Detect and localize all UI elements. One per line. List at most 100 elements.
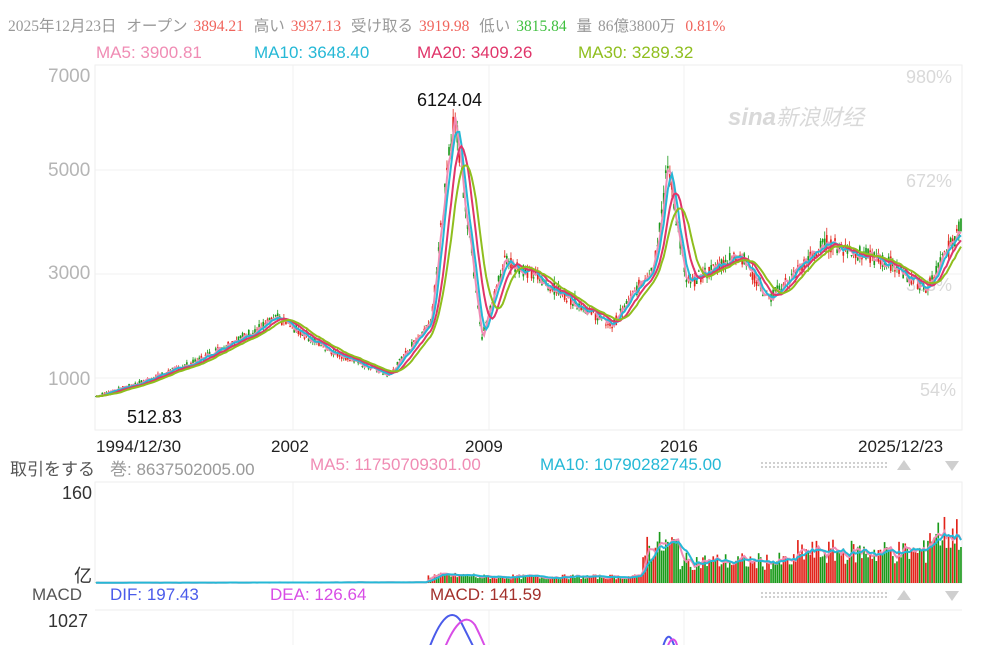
macd-expand-icon[interactable] — [945, 591, 959, 601]
volume-bar — [683, 559, 686, 583]
volume-bar — [803, 559, 805, 583]
ma10-line — [95, 130, 962, 398]
volume-bar — [565, 578, 568, 583]
volume-bar — [912, 547, 915, 583]
volume-bar — [446, 573, 448, 583]
volume-bar — [563, 574, 566, 583]
volume-bar — [945, 547, 948, 583]
candle-body — [503, 255, 506, 258]
volume-bar — [687, 560, 690, 583]
candle-body — [241, 332, 244, 338]
high-label: 高い — [253, 18, 285, 35]
candle-body — [749, 274, 752, 276]
candle-body — [790, 273, 793, 275]
y-tick-5000: 5000 — [48, 160, 91, 181]
volume-bar — [875, 560, 878, 583]
volume-bar — [505, 577, 508, 583]
volume-bar — [489, 578, 492, 583]
candle-body — [497, 275, 500, 282]
volume-bar — [854, 562, 857, 583]
volume-bar — [834, 560, 836, 583]
y-right-tick-980: 980% — [906, 67, 953, 87]
volume-bar — [629, 577, 632, 583]
y-right-tick-672: 672% — [906, 171, 953, 191]
volume-bar — [588, 576, 591, 583]
volume-bar — [541, 576, 543, 583]
x-tick-start: 1994/12/30 — [96, 437, 182, 456]
volume-bar — [636, 574, 638, 583]
volume-bar — [603, 577, 605, 583]
volume-bar — [464, 575, 467, 583]
candle-body — [572, 304, 574, 306]
candle-body — [834, 238, 836, 242]
volume-expand-icon[interactable] — [945, 461, 959, 471]
volume-bar — [619, 578, 622, 583]
volume-bar — [481, 577, 483, 583]
volume-bar — [774, 563, 777, 583]
candle-body — [183, 364, 186, 366]
volume-bar — [545, 579, 547, 583]
candle-body — [939, 257, 942, 263]
volume-bar — [700, 568, 702, 583]
macd-scroll-track[interactable] — [760, 591, 888, 599]
volume-bar — [805, 549, 807, 583]
volume-bar — [819, 557, 822, 583]
volume-bar — [625, 576, 628, 583]
volume-bar — [468, 576, 471, 583]
volume-bar — [561, 574, 564, 583]
candle-body — [489, 305, 492, 311]
candle-body — [161, 372, 163, 375]
candle-body — [856, 257, 859, 261]
volume-collapse-icon[interactable] — [897, 460, 911, 470]
candle-body — [935, 266, 938, 275]
volume-bar — [584, 578, 587, 583]
volume-bar — [929, 533, 931, 583]
volume-bar — [675, 539, 677, 583]
volume-bar — [582, 575, 585, 583]
volume-bar — [567, 579, 570, 583]
volume-bar — [497, 575, 500, 583]
candle-body — [956, 228, 958, 232]
candle-body — [667, 165, 669, 169]
volume-bar — [733, 562, 735, 583]
candle-body — [194, 359, 196, 362]
volume-bar — [858, 545, 861, 583]
volume-bar — [735, 560, 737, 583]
volume-bar — [458, 574, 461, 583]
volume-bar — [953, 543, 956, 583]
volume-bar — [450, 576, 452, 583]
volume-bar — [605, 578, 607, 583]
volume-bar — [863, 546, 865, 583]
volume-bar — [444, 574, 446, 583]
candle-body — [192, 359, 194, 366]
volume-bar — [483, 574, 485, 583]
volume-ma10-legend: MA10: 10790282745.00 — [540, 455, 722, 474]
x-tick-2009: 2009 — [465, 437, 503, 456]
candle-body — [683, 267, 686, 273]
volume-bar — [807, 550, 810, 583]
candle-body — [138, 380, 141, 385]
volume-bar — [794, 560, 797, 583]
volume-bar — [737, 556, 739, 583]
volume-bar — [524, 575, 527, 583]
candle-body — [958, 221, 960, 236]
volume-scroll-track[interactable] — [760, 461, 888, 469]
volume-bar — [906, 547, 909, 583]
macd-collapse-icon[interactable] — [897, 590, 911, 600]
candle-body — [664, 170, 667, 173]
volume-bar — [697, 561, 700, 583]
volume-unit: 亿 — [74, 566, 92, 586]
candle-body — [524, 267, 527, 272]
candle-body — [576, 308, 578, 310]
volume-bar — [910, 550, 913, 583]
candle-body — [444, 183, 446, 188]
volume-bar — [778, 552, 781, 583]
macd-dea-legend: DEA: 126.64 — [270, 585, 367, 604]
volume-bar — [534, 574, 537, 583]
candle-body — [237, 336, 240, 343]
x-tick-2002: 2002 — [271, 437, 309, 456]
candle-body — [437, 247, 440, 252]
volume-ma5-legend: MA5: 11750709301.00 — [310, 455, 481, 474]
volume-bar — [652, 556, 655, 583]
